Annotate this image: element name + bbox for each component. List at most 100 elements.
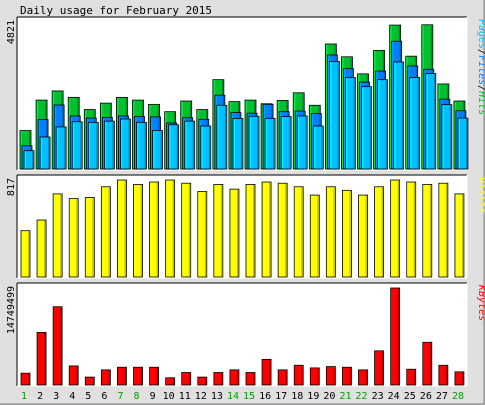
bar-pages-day-11: [184, 120, 196, 170]
bar-visits-day-11: [181, 182, 192, 278]
panel-1-ymax-label: 4821: [6, 20, 17, 44]
bar-kbytes-day-16: [261, 358, 272, 386]
bar-pages-day-6: [103, 120, 115, 170]
bar-kbytes-day-10: [165, 377, 176, 386]
bar-visits-day-20: [325, 186, 336, 278]
bar-kbytes-day-3: [52, 306, 63, 386]
bar-pages-day-27: [441, 104, 453, 170]
bar-visits-day-16: [261, 181, 272, 278]
bar-visits-day-23: [374, 186, 384, 278]
bar-kbytes-day-18: [293, 364, 304, 386]
bar-visits-day-25: [406, 181, 417, 278]
bar-visits-day-12: [197, 191, 208, 278]
x-tick-label-16: 16: [259, 391, 271, 402]
x-tick-label-3: 3: [53, 391, 59, 402]
bar-visits-day-22: [358, 194, 368, 278]
chart-title: Daily usage for February 2015: [20, 4, 212, 17]
bar-visits-day-10: [165, 179, 176, 278]
x-tick-label-11: 11: [179, 391, 191, 402]
x-tick-label-6: 6: [101, 391, 107, 402]
bar-kbytes-day-2: [36, 331, 47, 386]
bar-pages-day-5: [87, 121, 99, 170]
panel-2: 817 Visits: [6, 174, 485, 279]
bar-visits-day-9: [149, 181, 159, 278]
bar-kbytes-day-14: [229, 369, 240, 386]
bar-visits-day-6: [100, 186, 111, 278]
x-tick-label-15: 15: [243, 391, 255, 402]
x-tick-label-18: 18: [291, 391, 303, 402]
x-tick-label-2: 2: [37, 391, 43, 402]
bar-kbytes-day-25: [406, 368, 417, 386]
x-tick-label-19: 19: [307, 391, 319, 402]
bar-kbytes-day-8: [133, 366, 143, 386]
panel-3-bars: [20, 287, 465, 386]
bar-pages-day-10: [168, 124, 180, 170]
bar-kbytes-day-24: [390, 287, 401, 386]
x-tick-label-25: 25: [404, 391, 416, 402]
bar-visits-day-17: [277, 182, 288, 278]
bar-pages-day-2: [39, 136, 51, 170]
bar-kbytes-day-21: [342, 366, 352, 386]
x-tick-label-27: 27: [436, 391, 448, 402]
x-tick-label-13: 13: [211, 391, 223, 402]
x-tick-label-9: 9: [150, 391, 156, 402]
bar-kbytes-day-27: [438, 364, 449, 386]
bar-pages-day-14: [232, 117, 244, 170]
legend-visits: Visits: [476, 177, 485, 213]
bar-pages-day-24: [393, 61, 405, 170]
bar-kbytes-day-20: [325, 366, 336, 386]
x-tick-label-21: 21: [339, 391, 351, 402]
panel-1-legend: Pages/Files/Hits: [476, 19, 485, 115]
bar-pages-day-25: [409, 77, 421, 170]
bar-visits-day-27: [438, 182, 449, 278]
x-tick-label-26: 26: [420, 391, 432, 402]
bar-kbytes-day-28: [454, 371, 465, 386]
bar-visits-day-19: [309, 194, 320, 278]
bar-kbytes-day-22: [358, 369, 368, 386]
bar-pages-day-1: [23, 150, 35, 170]
x-tick-label-28: 28: [452, 391, 464, 402]
bar-pages-day-21: [345, 77, 356, 170]
bar-pages-day-28: [457, 117, 469, 170]
bar-pages-day-12: [200, 125, 212, 170]
bar-visits-day-24: [390, 179, 401, 278]
x-tick-label-5: 5: [85, 391, 91, 402]
bar-pages-day-16: [264, 117, 276, 170]
bar-visits-day-28: [454, 193, 465, 278]
x-tick-label-20: 20: [323, 391, 335, 402]
x-tick-label-12: 12: [195, 391, 207, 402]
bar-pages-day-13: [216, 104, 228, 170]
bar-kbytes-day-9: [149, 366, 159, 386]
bar-visits-day-3: [52, 193, 63, 278]
panel-2-legend: Visits: [476, 177, 485, 213]
bar-pages-day-3: [55, 126, 67, 170]
bar-visits-day-2: [36, 219, 47, 278]
panel-1-bars: [19, 24, 469, 170]
bar-pages-day-4: [71, 121, 83, 170]
bar-kbytes-day-6: [100, 369, 111, 386]
bar-pages-day-26: [425, 73, 437, 170]
bar-pages-day-17: [280, 116, 292, 170]
panel-3: 14749499 KBytes: [6, 282, 485, 387]
bar-pages-day-20: [328, 60, 340, 170]
bar-pages-day-22: [361, 86, 372, 170]
bar-kbytes-day-1: [20, 372, 31, 386]
svg-text:KBytes: KBytes: [476, 284, 485, 321]
bar-kbytes-day-4: [68, 365, 79, 386]
bar-pages-day-19: [312, 125, 324, 170]
bar-kbytes-day-26: [422, 341, 433, 386]
bar-kbytes-day-12: [197, 376, 208, 386]
bar-pages-day-15: [248, 115, 260, 170]
bar-kbytes-day-13: [213, 372, 224, 386]
bar-pages-day-8: [136, 121, 147, 170]
panel-2-bars: [20, 179, 465, 278]
legend-pages: Pages: [476, 19, 485, 49]
bar-pages-day-23: [377, 79, 388, 170]
bar-kbytes-day-5: [84, 376, 95, 386]
bar-pages-day-7: [120, 118, 131, 170]
legend-files: Files: [476, 55, 485, 85]
bar-visits-day-21: [342, 189, 352, 278]
x-tick-label-8: 8: [134, 391, 140, 402]
bar-kbytes-day-17: [277, 369, 288, 386]
